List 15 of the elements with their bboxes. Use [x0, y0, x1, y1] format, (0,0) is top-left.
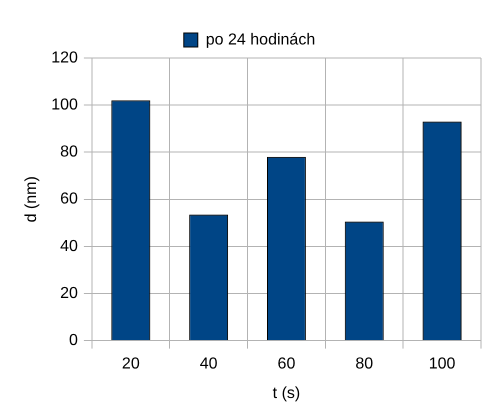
legend-label: po 24 hodinách	[206, 31, 316, 48]
y-tick-label: 100	[51, 96, 78, 114]
x-axis-title: t (s)	[272, 384, 300, 402]
x-tick-label: 80	[355, 356, 374, 373]
x-tick-label: 100	[428, 356, 456, 373]
x-tick-label: 60	[278, 356, 296, 373]
x-tick-label: 40	[200, 356, 218, 373]
y-axis-title: d (nm)	[23, 176, 40, 222]
y-tick-label: 40	[60, 238, 78, 255]
y-tick-label: 80	[60, 144, 78, 161]
y-tick-label: 0	[68, 332, 78, 350]
y-tick-label: 60	[60, 190, 78, 208]
y-tick-label: 120	[51, 49, 78, 66]
y-tick-label: 20	[60, 284, 78, 302]
x-tick-label: 20	[122, 356, 140, 373]
